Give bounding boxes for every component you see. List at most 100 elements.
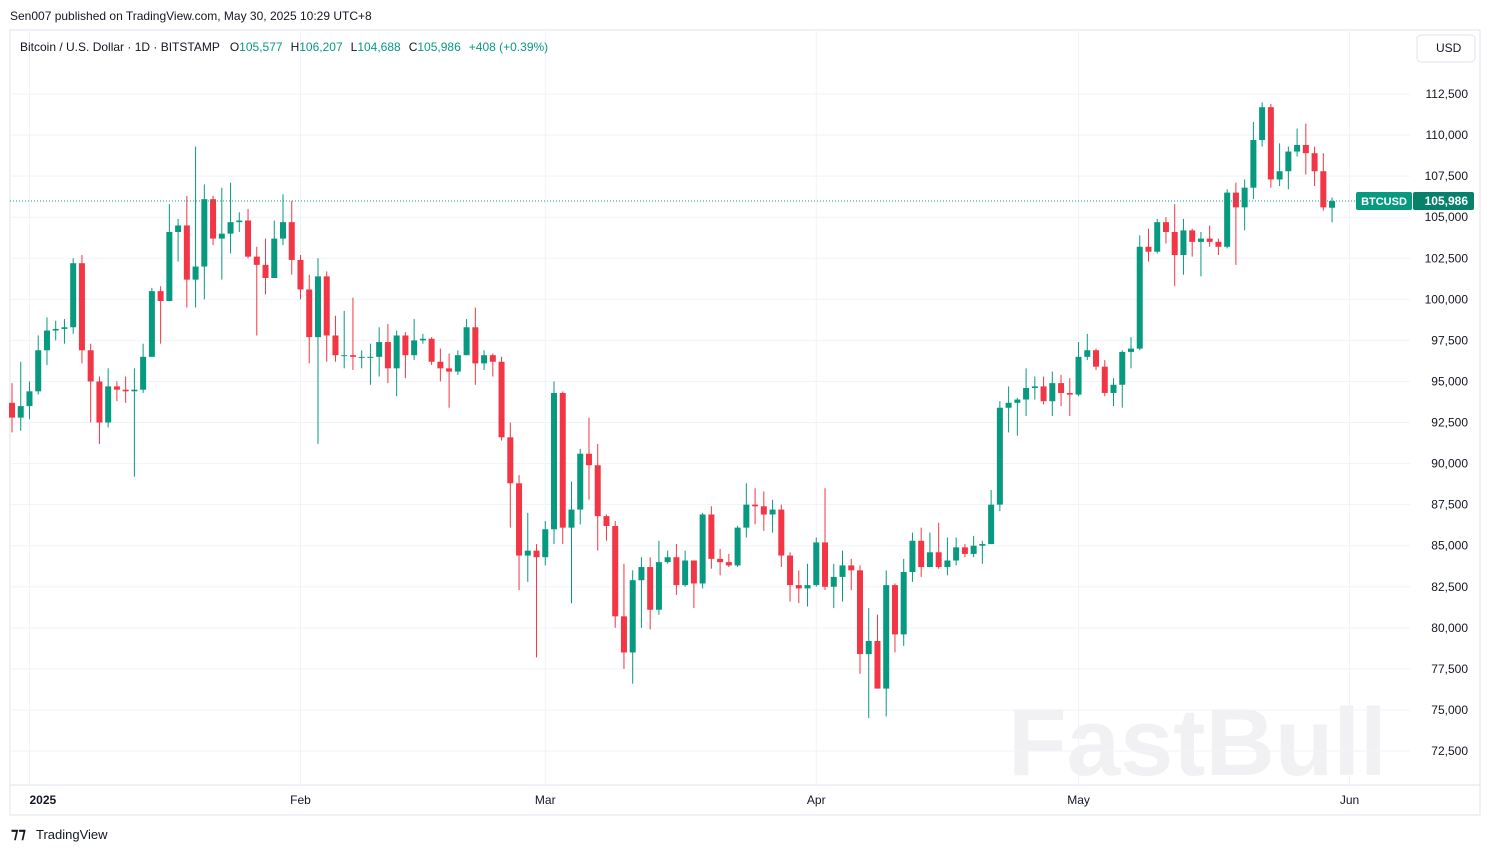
y-tick-label: 87,500 bbox=[1431, 498, 1468, 512]
candle-body bbox=[1162, 222, 1169, 233]
candle-body bbox=[673, 557, 680, 586]
candle-body bbox=[358, 356, 365, 358]
candle-body bbox=[1267, 107, 1274, 180]
candle-body bbox=[551, 392, 558, 530]
y-tick-label: 72,500 bbox=[1431, 744, 1468, 758]
candle-body bbox=[148, 291, 155, 357]
candle-body bbox=[131, 389, 138, 392]
candle-body bbox=[909, 540, 916, 572]
candle-body bbox=[1110, 384, 1117, 393]
candle-body bbox=[1285, 151, 1292, 172]
y-tick-label: 75,000 bbox=[1431, 703, 1468, 717]
candle-body bbox=[1311, 153, 1318, 172]
candle-body bbox=[682, 560, 689, 586]
candle-body bbox=[988, 504, 995, 545]
candle-body bbox=[856, 570, 863, 655]
candle-body bbox=[1119, 351, 1126, 385]
y-tick-label: 112,500 bbox=[1426, 87, 1469, 101]
candle-body bbox=[1023, 388, 1030, 400]
candle-body bbox=[332, 335, 339, 356]
candle-body bbox=[778, 509, 785, 556]
candle-body bbox=[1329, 201, 1336, 208]
candle-body bbox=[1189, 230, 1196, 242]
candle-body bbox=[655, 562, 662, 610]
candle-body bbox=[96, 381, 103, 423]
ohlc-value: 105,577 bbox=[239, 40, 283, 54]
candle-body bbox=[105, 386, 112, 423]
candle-body bbox=[245, 220, 252, 257]
candle-body bbox=[428, 338, 435, 362]
candle-body bbox=[699, 514, 706, 584]
candle-body bbox=[1093, 350, 1100, 367]
candle-body bbox=[1294, 144, 1301, 152]
footer-brand: TradingView bbox=[36, 827, 108, 842]
candle-body bbox=[822, 542, 829, 587]
candle-body bbox=[218, 233, 225, 239]
candle-body bbox=[559, 392, 566, 528]
y-tick-label: 97,500 bbox=[1431, 333, 1468, 347]
candle-body bbox=[874, 640, 881, 689]
candle-body bbox=[865, 640, 872, 655]
candle-body bbox=[734, 527, 741, 566]
candle-body bbox=[961, 547, 968, 554]
candle-body bbox=[489, 355, 496, 362]
candle-body bbox=[752, 504, 759, 507]
price-name-box bbox=[1356, 192, 1412, 211]
candle-body bbox=[612, 525, 619, 617]
candle-body bbox=[323, 276, 330, 336]
y-tick-label: 110,000 bbox=[1426, 128, 1469, 142]
price-value: 105,986 bbox=[1425, 194, 1469, 208]
candle-body bbox=[419, 338, 426, 341]
candle-body bbox=[341, 355, 348, 357]
price-value-box bbox=[1413, 192, 1474, 211]
ohlc-value: 104,688 bbox=[357, 40, 401, 54]
candle-body bbox=[690, 560, 697, 584]
candle-body bbox=[507, 437, 514, 484]
candle-body bbox=[262, 264, 269, 278]
x-tick-label: Mar bbox=[535, 793, 556, 807]
currency-box[interactable] bbox=[1416, 34, 1476, 63]
candle-body bbox=[577, 453, 584, 510]
candle-body bbox=[944, 560, 951, 568]
candle-body bbox=[463, 327, 470, 356]
candle-body bbox=[454, 355, 461, 372]
candle-body bbox=[87, 350, 94, 382]
y-tick-label: 85,000 bbox=[1431, 539, 1468, 553]
candle-body bbox=[1154, 222, 1161, 252]
candle-body bbox=[175, 225, 182, 233]
candle-body bbox=[1014, 399, 1021, 403]
candle-body bbox=[183, 225, 190, 280]
candle-body bbox=[918, 540, 925, 568]
candle-body bbox=[1180, 230, 1187, 256]
candle-body bbox=[1066, 392, 1073, 395]
candle-body bbox=[926, 552, 933, 568]
candle-body bbox=[769, 509, 776, 515]
candle-body bbox=[647, 567, 654, 610]
y-tick-label: 107,500 bbox=[1425, 169, 1469, 183]
candle-body bbox=[524, 550, 531, 556]
ohlc-value: 105,986 bbox=[417, 40, 461, 54]
candle-body bbox=[1005, 402, 1012, 408]
candle-body bbox=[227, 222, 234, 234]
candle-body bbox=[743, 504, 750, 528]
currency: USD bbox=[1436, 41, 1462, 55]
candle-body bbox=[280, 222, 287, 239]
ohlc-name: L bbox=[351, 40, 358, 54]
candle-body bbox=[367, 356, 374, 358]
candle-body bbox=[1197, 238, 1204, 242]
candle-body bbox=[437, 361, 444, 369]
candle-body bbox=[1136, 246, 1143, 349]
candle-body bbox=[568, 509, 575, 528]
candle-body bbox=[1276, 171, 1283, 180]
candle-body bbox=[376, 342, 383, 357]
y-tick-label: 92,500 bbox=[1431, 416, 1468, 430]
candle-body bbox=[516, 483, 523, 556]
candle-body bbox=[979, 544, 986, 546]
y-tick-label: 82,500 bbox=[1431, 580, 1468, 594]
logo-mark: ⁊⁊ bbox=[11, 825, 26, 842]
candle-body bbox=[953, 547, 960, 561]
candle-body bbox=[542, 529, 549, 558]
candle-body bbox=[533, 550, 540, 558]
candle-body bbox=[9, 402, 15, 418]
candle-body bbox=[1171, 232, 1178, 256]
